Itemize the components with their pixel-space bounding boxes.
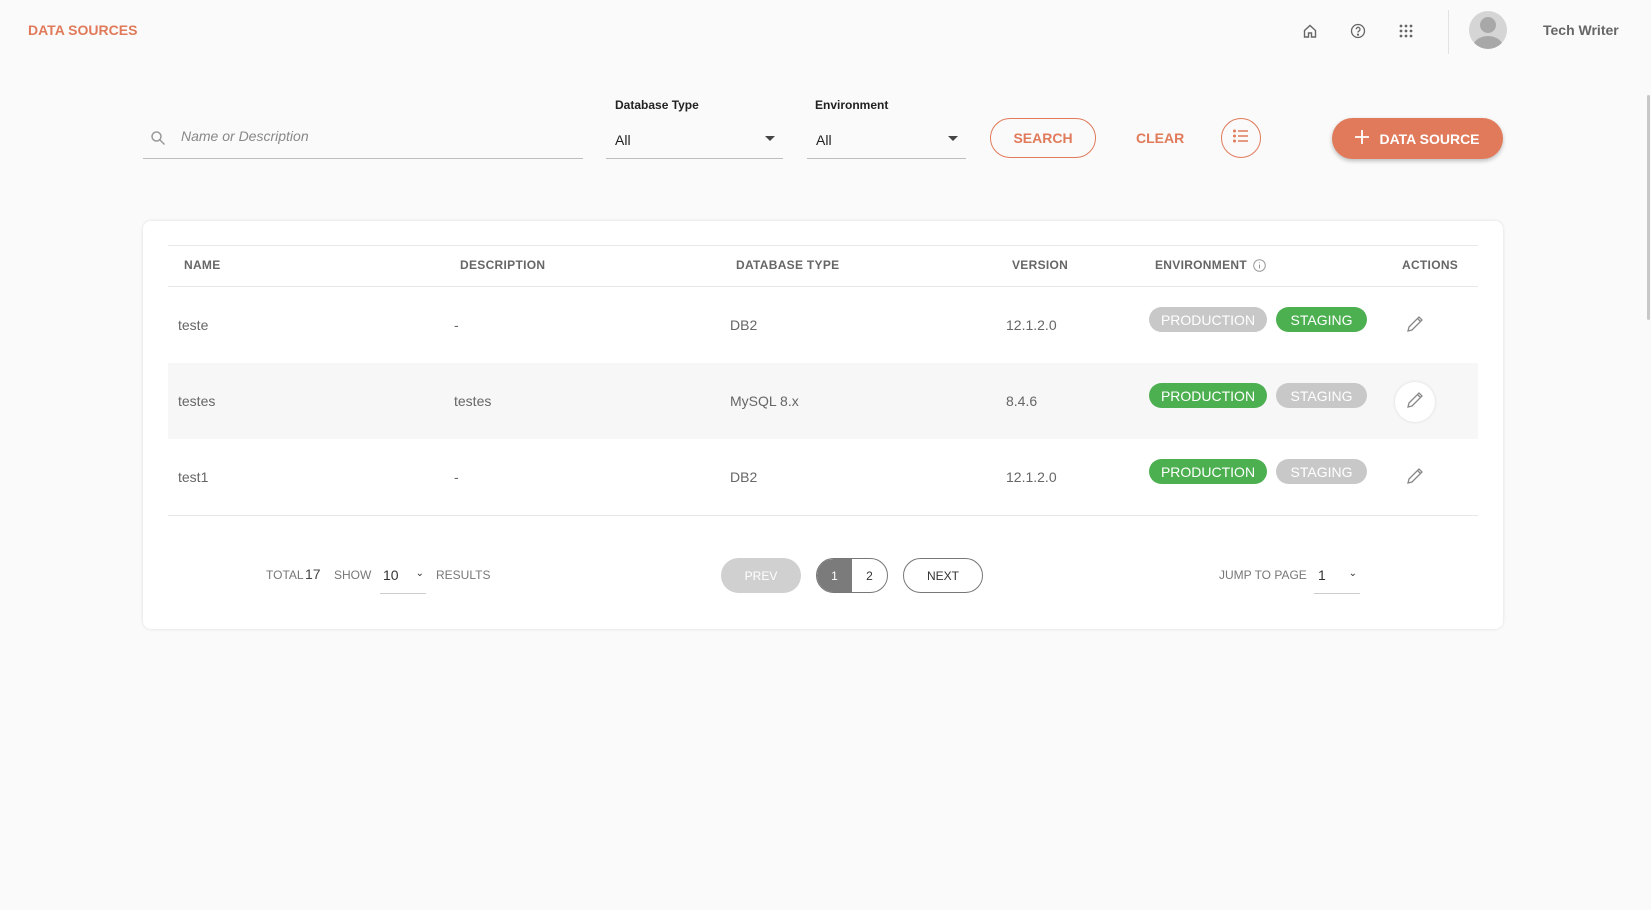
pencil-icon [1406,315,1424,338]
home-icon[interactable] [1299,20,1321,42]
column-header-description: DESCRIPTION [460,258,546,272]
column-header-environment: ENVIRONMENT [1155,258,1247,272]
cell-description: - [454,469,459,485]
clear-button[interactable]: CLEAR [1136,130,1185,146]
page-button-1[interactable]: 1 [817,559,852,592]
cell-version: 8.4.6 [1006,393,1038,409]
show-label: SHOW [334,568,372,582]
page-size-value: 10 [383,567,399,583]
list-view-button[interactable] [1221,118,1261,158]
divider [168,286,1478,287]
search-icon [150,130,166,151]
staging-badge[interactable]: STAGING [1276,383,1367,408]
search-input[interactable] [181,128,571,144]
cell-description: - [454,317,459,333]
total-label: TOTAL [266,568,304,582]
table-row: testes testes MySQL 8.x 8.4.6 PRODUCTION… [168,363,1478,439]
add-data-source-button[interactable]: DATA SOURCE [1332,118,1503,159]
next-button[interactable]: NEXT [903,558,983,593]
page-title: DATA SOURCES [28,22,138,38]
page-size-select[interactable]: 10 ⌄ [380,558,426,594]
cell-database-type: MySQL 8.x [730,393,799,409]
pencil-icon [1406,391,1424,414]
column-header-database-type: DATABASE TYPE [736,258,840,272]
page-button-2[interactable]: 2 [866,568,873,583]
jump-page-value: 1 [1318,567,1326,583]
table-row: teste - DB2 12.1.2.0 PRODUCTION STAGING [168,287,1478,363]
cell-name: test1 [178,469,209,485]
cell-name: testes [178,393,216,409]
environment-value: All [816,132,832,148]
jump-to-page-select[interactable]: 1 ⌄ [1314,558,1360,594]
production-badge[interactable]: PRODUCTION [1149,383,1267,408]
results-label: RESULTS [436,568,491,582]
total-count: 17 [305,566,321,582]
cell-version: 12.1.2.0 [1006,469,1057,485]
column-header-name: NAME [184,258,221,272]
staging-badge[interactable]: STAGING [1276,459,1367,484]
plus-icon [1355,130,1370,147]
database-type-label: Database Type [615,98,699,112]
apps-icon[interactable] [1395,20,1417,42]
edit-button[interactable] [1395,382,1435,422]
divider [168,515,1478,516]
column-header-actions: ACTIONS [1402,258,1459,272]
user-name[interactable]: Tech Writer [1543,22,1619,38]
page-buttons: 1 2 [816,558,888,593]
scrollbar[interactable] [1647,95,1650,320]
avatar[interactable] [1469,11,1507,49]
cell-database-type: DB2 [730,317,758,333]
search-button[interactable]: SEARCH [990,118,1096,158]
chevron-down-icon: ⌄ [1348,568,1357,579]
cell-version: 12.1.2.0 [1006,317,1057,333]
production-badge[interactable]: PRODUCTION [1149,307,1267,332]
column-header-version: VERSION [1012,258,1069,272]
edit-button[interactable] [1395,458,1435,498]
help-icon[interactable] [1347,20,1369,42]
search-field[interactable] [143,118,583,159]
list-icon [1232,129,1249,148]
cell-database-type: DB2 [730,469,758,485]
header-divider [1448,10,1449,54]
info-icon[interactable] [1253,259,1266,277]
add-label: DATA SOURCE [1379,130,1480,147]
chevron-down-icon: ⌄ [415,568,424,579]
cell-description: testes [454,393,492,409]
caret-down-icon [948,136,958,141]
staging-badge[interactable]: STAGING [1276,307,1367,332]
environment-select[interactable]: All [807,118,966,159]
environment-label: Environment [815,98,889,112]
edit-button[interactable] [1395,306,1435,346]
prev-button[interactable]: PREV [721,558,801,593]
table-row: test1 - DB2 12.1.2.0 PRODUCTION STAGING [168,439,1478,515]
cell-name: teste [178,317,209,333]
jump-to-page-label: JUMP TO PAGE [1219,568,1307,582]
database-type-value: All [615,132,631,148]
production-badge[interactable]: PRODUCTION [1149,459,1267,484]
database-type-select[interactable]: All [606,118,783,159]
caret-down-icon [765,136,775,141]
pencil-icon [1406,467,1424,490]
divider [168,245,1478,246]
